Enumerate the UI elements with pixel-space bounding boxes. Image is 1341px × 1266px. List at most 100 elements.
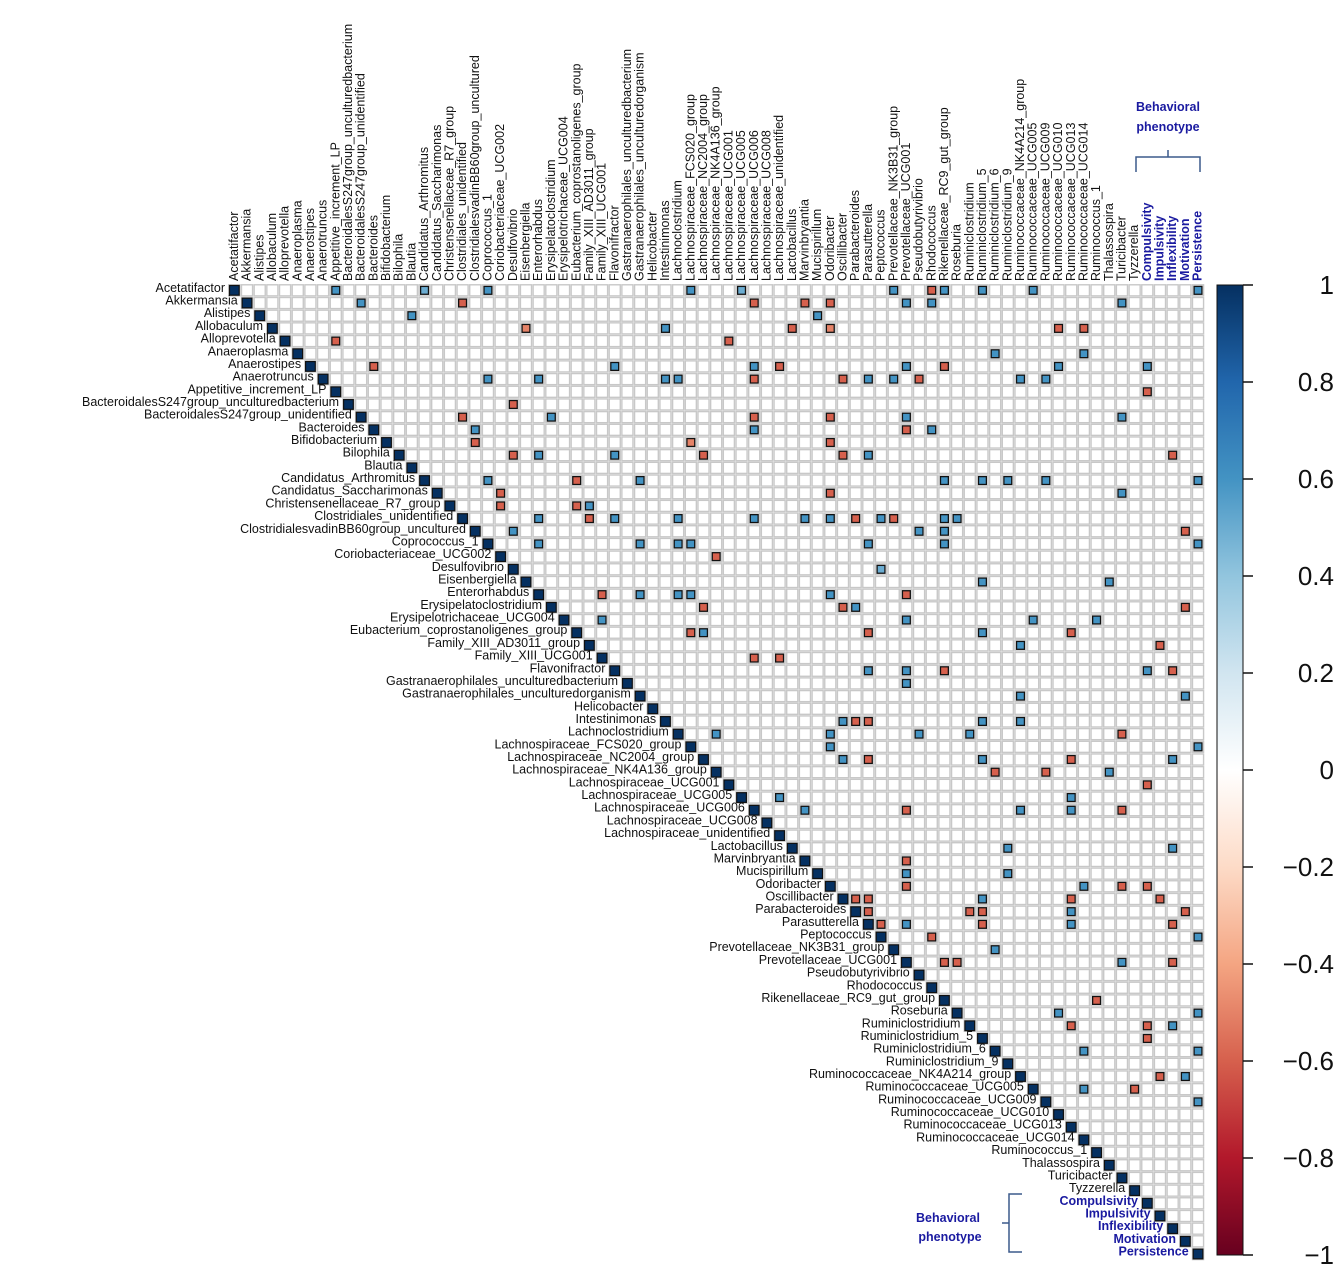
grid-cell (988, 664, 1002, 677)
grid-cell (836, 867, 850, 880)
grid-cell (405, 347, 419, 360)
grid-cell (747, 639, 761, 652)
grid-cell (836, 727, 850, 741)
diagonal-cell (812, 868, 824, 880)
grid-cell (443, 334, 457, 348)
diagonal-cell (279, 335, 291, 347)
grid-cell (963, 867, 977, 880)
grid-cell (1052, 639, 1065, 652)
grid-cell (1141, 689, 1154, 703)
grid-cell (545, 563, 558, 576)
grid-cell (545, 284, 558, 297)
grid-cell (722, 588, 736, 601)
grid-cell (1166, 1082, 1179, 1096)
grid-cell (709, 410, 723, 424)
grid-cell (1153, 347, 1167, 360)
correlation-cell (1066, 792, 1076, 803)
grid-cell (925, 588, 938, 601)
grid-cell (697, 613, 710, 627)
grid-cell (595, 601, 609, 614)
correlation-cell (1041, 475, 1051, 486)
grid-cell (1128, 753, 1141, 766)
diagonal-cell (786, 842, 798, 854)
correlation-cell (597, 615, 607, 625)
grid-cell (481, 423, 495, 437)
grid-cell (1077, 664, 1091, 677)
grid-cell (1064, 829, 1078, 842)
grid-cell (1179, 740, 1192, 754)
grid-cell (1052, 867, 1065, 880)
grid-cell (963, 486, 977, 500)
grid-cell (621, 486, 634, 500)
grid-cell (1014, 918, 1027, 931)
correlation-cell (749, 298, 759, 308)
grid-cell (1179, 778, 1192, 792)
grid-cell (900, 512, 913, 525)
grid-cell (1077, 601, 1091, 614)
grid-cell (963, 537, 977, 551)
grid-cell (1191, 1082, 1205, 1096)
grid-cell (798, 537, 812, 551)
grid-cell (735, 499, 748, 513)
grid-cell (1115, 918, 1129, 931)
grid-cell (824, 689, 837, 703)
grid-cell (1166, 892, 1179, 906)
grid-cell (1103, 918, 1116, 931)
grid-cell (925, 918, 938, 931)
correlation-cell (1117, 805, 1127, 815)
grid-cell (925, 664, 938, 677)
column-label: Lactobacillus (785, 209, 799, 281)
diagonal-cell (545, 601, 557, 613)
grid-cell (798, 550, 812, 563)
correlation-cell (901, 666, 911, 676)
column-label: Rhodococcus (924, 205, 938, 281)
grid-cell (1153, 334, 1167, 348)
grid-cell (950, 398, 964, 411)
grid-cell (418, 461, 431, 475)
grid-cell (1128, 664, 1141, 677)
grid-cell (811, 436, 824, 449)
correlation-cell (470, 425, 480, 435)
grid-cell (557, 461, 571, 475)
grid-cell (1191, 575, 1205, 589)
grid-cell (950, 677, 964, 690)
grid-cell (1166, 1133, 1179, 1147)
grid-cell (1026, 372, 1040, 386)
grid-cell (811, 525, 824, 538)
grid-cell (1153, 854, 1167, 868)
grid-cell (709, 702, 723, 716)
grid-cell (963, 842, 977, 855)
grid-cell (1014, 347, 1027, 360)
grid-cell (583, 525, 596, 538)
row-label: Bacteroides (298, 420, 364, 434)
grid-cell (836, 284, 850, 297)
grid-cell (1052, 892, 1065, 906)
grid-cell (786, 461, 799, 475)
grid-cell (735, 525, 748, 538)
correlation-cell (1168, 843, 1178, 853)
correlation-cell (901, 298, 911, 308)
grid-cell (887, 537, 900, 551)
grid-cell (697, 347, 710, 360)
grid-cell (1128, 1057, 1141, 1071)
grid-cell (469, 309, 482, 322)
grid-cell (988, 981, 1002, 994)
grid-cell (481, 398, 495, 411)
grid-cell (570, 563, 583, 576)
grid-cell (1115, 474, 1129, 487)
grid-cell (976, 791, 989, 804)
grid-cell (519, 334, 533, 348)
grid-cell (608, 525, 621, 538)
grid-cell (976, 372, 989, 386)
grid-cell (291, 334, 304, 348)
grid-cell (938, 448, 951, 462)
grid-cell (469, 284, 482, 297)
grid-cell (671, 550, 685, 563)
column-label: Lachnospiraceae_FCS020_group (683, 94, 697, 281)
grid-cell (266, 296, 279, 310)
grid-cell (976, 943, 989, 956)
grid-cell (1001, 512, 1015, 525)
grid-cell (1153, 448, 1167, 462)
correlation-cell (1180, 691, 1190, 701)
grid-cell (1052, 296, 1065, 310)
